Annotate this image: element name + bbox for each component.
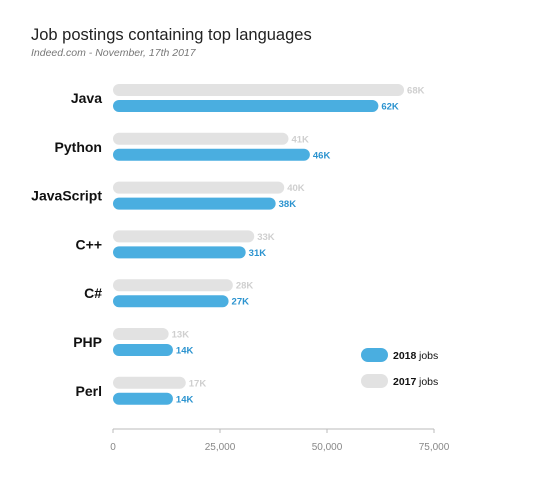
- category-label: C#: [84, 285, 102, 301]
- data-label: 46K: [313, 150, 331, 161]
- data-label: 31K: [249, 248, 267, 259]
- bar-2017-javascript: [113, 181, 285, 194]
- data-label: 17K: [189, 378, 207, 389]
- bar-2018-php: [113, 344, 173, 356]
- data-label: 14K: [176, 346, 194, 357]
- x-tick-label: 0: [110, 442, 116, 453]
- data-label: 38K: [279, 199, 297, 210]
- legend-suffix: jobs: [418, 376, 438, 388]
- legend-label-2018: 2018: [393, 350, 417, 362]
- category-label: PHP: [73, 334, 102, 350]
- data-label: 40K: [287, 183, 305, 194]
- bar-2018-perl: [113, 392, 173, 405]
- data-label: 33K: [257, 232, 275, 243]
- data-label: 27K: [232, 297, 250, 308]
- data-label: 28K: [236, 281, 254, 292]
- bar-2018-javascript: [113, 197, 276, 210]
- bar-2018-c: [113, 246, 246, 259]
- bar-2017-python: [113, 132, 289, 145]
- legend-suffix: jobs: [418, 350, 438, 362]
- chart-title: Job postings containing top languages: [31, 26, 312, 44]
- data-label: 41K: [291, 134, 309, 145]
- category-label: Python: [55, 139, 102, 155]
- bar-2018-c: [113, 295, 229, 308]
- bar-2017-perl: [113, 376, 186, 389]
- category-label: Perl: [76, 383, 102, 399]
- legend-swatch-2017: [361, 374, 388, 388]
- x-tick-label: 50,000: [312, 442, 343, 453]
- chart-subtitle: Indeed.com - November, 17th 2017: [31, 47, 196, 59]
- category-label: JavaScript: [31, 188, 102, 204]
- x-tick-label: 25,000: [205, 442, 236, 453]
- category-label: C++: [76, 236, 102, 252]
- data-label: 14K: [176, 394, 194, 405]
- data-label: 68K: [407, 86, 425, 97]
- bar-2018-python: [113, 148, 310, 161]
- legend-label-2017: 2017: [393, 376, 417, 388]
- category-label: Java: [71, 90, 102, 106]
- data-label: 62K: [381, 102, 399, 113]
- bar-2017-java: [113, 84, 405, 96]
- bar-2017-c: [113, 279, 233, 292]
- data-label: 13K: [172, 330, 190, 341]
- x-tick-label: 75,000: [419, 442, 450, 453]
- bar-2018-java: [113, 100, 379, 112]
- bar-2017-c: [113, 230, 255, 243]
- bar-2017-php: [113, 328, 169, 340]
- legend-swatch-2018: [361, 348, 388, 362]
